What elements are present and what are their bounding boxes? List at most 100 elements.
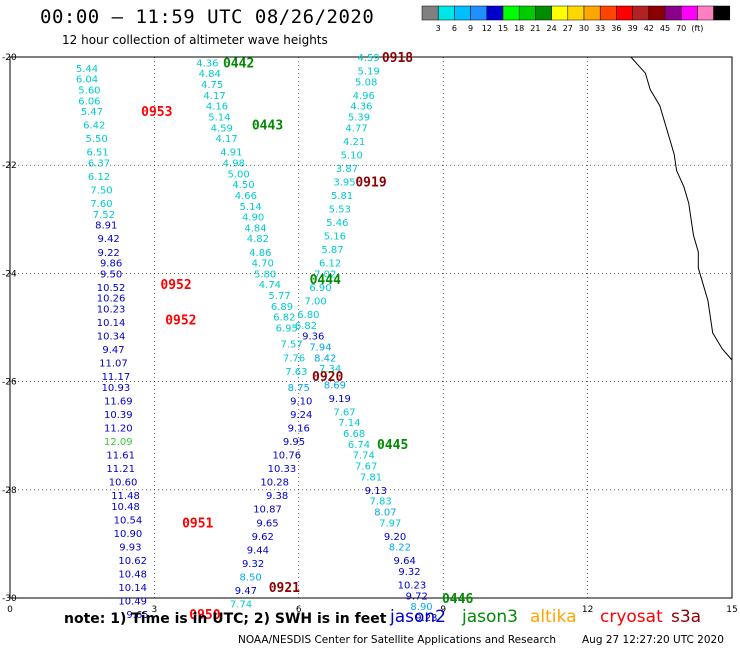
legend-jason3: jason3 [462, 607, 518, 627]
wave-height-label: 9.32 [242, 559, 264, 570]
colorbar-tick: (ft) [691, 24, 703, 33]
wave-height-label: 5.53 [329, 204, 351, 215]
wave-height-label: 7.83 [369, 497, 391, 508]
wave-height-label: 5.08 [355, 77, 377, 88]
wave-height-label: 4.21 [343, 137, 365, 148]
colorbar-swatch [664, 5, 682, 21]
wave-height-label: 8.50 [240, 572, 262, 583]
wave-height-label: 11.69 [104, 397, 133, 408]
colorbar-tick: 36 [611, 24, 621, 33]
wave-height-label: 10.60 [109, 478, 138, 489]
x-tick-label: 12 [582, 605, 593, 615]
wave-height-label: 4.96 [353, 91, 375, 102]
colorbar-tick: 18 [514, 24, 524, 33]
wave-height-label: 10.48 [111, 502, 140, 513]
x-tick-label: 9 [440, 605, 446, 615]
wave-height-label: 4.17 [215, 134, 237, 145]
wave-height-label: 5.44 [76, 64, 98, 75]
wave-height-label: 9.22 [98, 248, 120, 259]
wave-height-label: 10.48 [118, 570, 147, 581]
colorbar-tick: 39 [628, 24, 638, 33]
wave-height-label: 5.14 [240, 202, 262, 213]
wave-height-label: 9.32 [398, 567, 420, 578]
wave-height-label: 4.70 [252, 259, 274, 270]
wave-height-label: 7.67 [333, 407, 355, 418]
wave-height-label: 7.94 [309, 342, 331, 353]
wave-height-label: 4.74 [259, 280, 281, 291]
coastline-path [630, 56, 733, 361]
x-tick-label: 15 [726, 605, 737, 615]
wave-height-label: 7.50 [90, 186, 112, 197]
wave-height-label: 9.62 [252, 532, 274, 543]
wave-height-label: 9.24 [290, 410, 312, 421]
wave-height-label: 7.02 [314, 269, 336, 280]
y-tick-label: -26 [2, 378, 17, 388]
wave-height-label: 4.84 [199, 69, 221, 80]
wave-height-label: 9.47 [235, 586, 257, 597]
wave-height-label: 6.89 [271, 302, 293, 313]
wave-height-label: 7.57 [280, 340, 302, 351]
wave-height-label: 9.50 [100, 269, 122, 280]
colorbar-swatch [632, 5, 650, 21]
wave-height-label: 5.60 [78, 85, 100, 96]
wave-height-label: 4.82 [247, 234, 269, 245]
colorbar-swatch [470, 5, 488, 21]
x-tick-label: 0 [7, 605, 13, 615]
colorbar-tick: 30 [579, 24, 589, 33]
wave-height-label: 7.81 [360, 472, 382, 483]
wave-height-label: 7.60 [90, 199, 112, 210]
wave-height-label: 6.74 [348, 440, 370, 451]
pass-time-label: 0446 [442, 592, 473, 607]
colorbar-swatch [680, 5, 698, 21]
wave-height-label: 9.47 [102, 345, 124, 356]
wave-height-label: 5.50 [86, 134, 108, 145]
wave-height-label: 5.46 [326, 218, 348, 229]
wave-height-label: 9.13 [365, 486, 387, 497]
pass-time-labels: 0953 0952 0952 0951 0950 0442 0443 0444 0445 0446… [141, 51, 473, 623]
wave-height-label: 9.16 [288, 424, 310, 435]
wave-height-label: 4.59 [357, 53, 379, 64]
pass-time-label: 0952 [160, 278, 191, 293]
colorbar-swatch [454, 5, 471, 21]
legend-altika: altika [530, 607, 577, 627]
wave-height-label: 6.04 [76, 75, 98, 86]
wave-height-label: 5.39 [348, 113, 370, 124]
legend-s3a: s3a [671, 607, 702, 627]
wave-height-label: 11.17 [102, 372, 131, 383]
wave-height-label: 4.66 [235, 191, 257, 202]
wave-height-label: 9.95 [283, 437, 305, 448]
wave-height-label: 11.21 [106, 464, 135, 475]
wave-height-label: 11.07 [99, 359, 128, 370]
wave-height-label: 10.90 [114, 529, 143, 540]
y-tick-label: -24 [2, 269, 17, 279]
wave-height-label: 4.91 [220, 148, 242, 159]
wave-height-label: 6.06 [78, 96, 100, 107]
colorbar-tick: 45 [660, 24, 670, 33]
colorbar-swatch [486, 5, 504, 21]
wave-height-label: 4.90 [242, 213, 264, 224]
wave-height-label: 10.87 [253, 505, 282, 516]
wave-height-label: 7.52 [93, 210, 115, 221]
wave-height-label: 9.23 [415, 613, 437, 624]
colorbar-tick: 24 [547, 24, 557, 33]
x-tick-label: 6 [296, 605, 302, 615]
wave-height-label: 7.00 [305, 296, 327, 307]
colorbar-swatch [535, 5, 552, 21]
wave-height-label: 7.74 [230, 599, 252, 610]
wave-height-label: 7.76 [283, 353, 305, 364]
wave-height-label: 6.90 [309, 283, 331, 294]
colorbar-swatch [697, 5, 714, 21]
wave-height-label: 10.54 [114, 516, 143, 527]
footer-note: note: 1) Time is in UTC; 2) SWH is in fe… [64, 611, 387, 627]
wave-height-label: 10.39 [104, 410, 133, 421]
wave-height-label: 10.49 [118, 597, 147, 608]
colorbar-tick: 21 [530, 24, 540, 33]
colorbar-tick: 9 [468, 24, 473, 33]
wave-height-label: 9.44 [247, 545, 269, 556]
wave-height-label: 10.52 [97, 283, 126, 294]
map-frame: 0 3 6 9 12 15 -20 -22 -24 -26 -28 -30 [2, 53, 738, 615]
colorbar-tick: 12 [482, 24, 492, 33]
wave-height-label: 8.91 [95, 221, 117, 232]
wave-height-label: 4.16 [206, 102, 228, 113]
wave-height-label: 5.77 [268, 291, 290, 302]
